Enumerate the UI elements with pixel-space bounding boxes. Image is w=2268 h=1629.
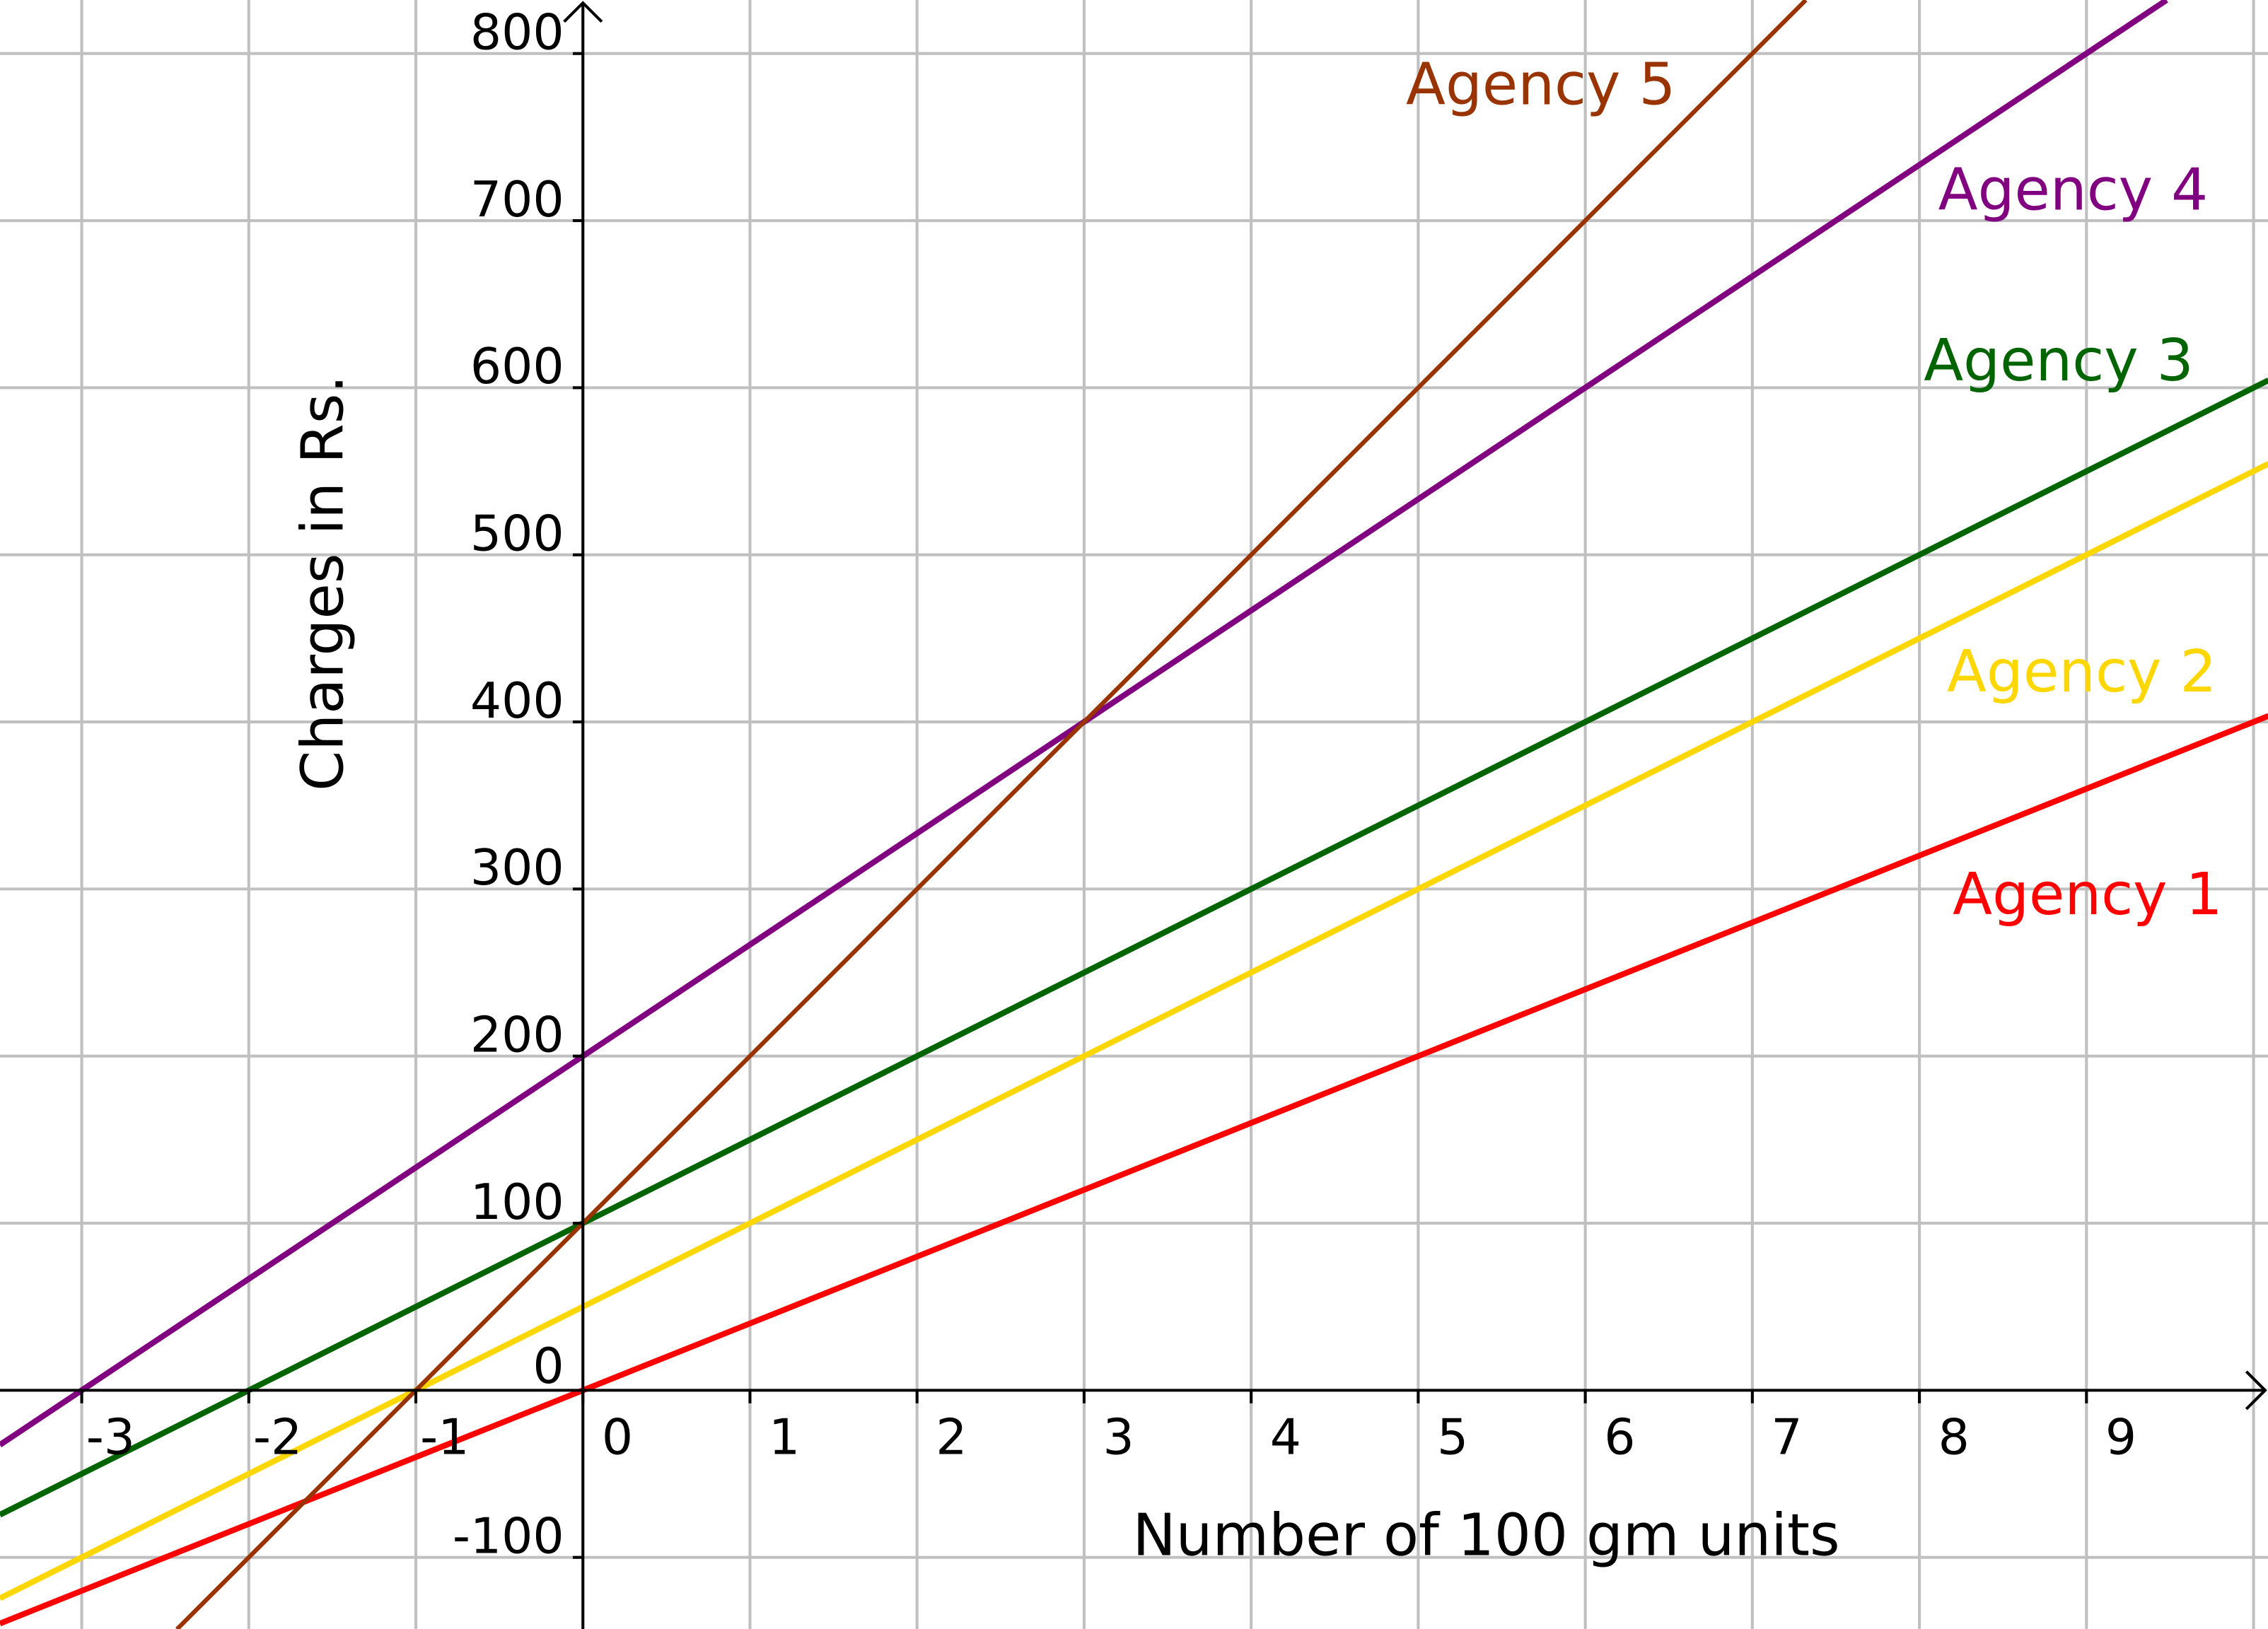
series-label-agency-3: Agency 3 xyxy=(1924,327,2193,395)
y-tick-label: -100 xyxy=(453,1508,564,1565)
x-tick-label: 6 xyxy=(1604,1408,1635,1466)
x-axis-label: Number of 100 gm units xyxy=(1132,1502,1839,1570)
series-label-agency-4: Agency 4 xyxy=(1938,157,2208,224)
series-label-agency-1: Agency 1 xyxy=(1953,861,2222,928)
x-tick-label: 8 xyxy=(1938,1408,1970,1466)
tick-labels: -3 -2 -1 0 1 2 3 4 5 6 7 8 9 -100 0 100 200 300 400 500 600 7… xyxy=(86,4,2136,1565)
x-tick-label: 3 xyxy=(1103,1408,1134,1466)
x-tick-label: 0 xyxy=(602,1408,633,1466)
series-label-agency-2: Agency 2 xyxy=(1947,638,2216,706)
series-line-agency-2 xyxy=(0,461,2268,1601)
y-tick-label: 600 xyxy=(470,338,564,395)
series-labels: Agency 1 Agency 2 Agency 3 Agency 4 Agency 5 xyxy=(1406,51,2223,928)
y-axis-arrow-icon xyxy=(563,1,603,23)
y-tick-label: 500 xyxy=(470,506,564,563)
series-label-agency-5: Agency 5 xyxy=(1406,51,1675,118)
x-axis-arrow-icon xyxy=(2245,1370,2267,1411)
y-tick-label: 400 xyxy=(470,672,564,730)
x-tick-label: 1 xyxy=(769,1408,800,1466)
series-line-agency-5 xyxy=(175,0,1808,1629)
x-tick-label: 4 xyxy=(1270,1408,1301,1466)
x-tick-label: -2 xyxy=(253,1408,302,1466)
x-tick-label: 5 xyxy=(1437,1408,1468,1466)
y-tick-label: 700 xyxy=(470,171,564,228)
y-axis-label: Charges in Rs. xyxy=(290,375,357,790)
x-tick-label: 2 xyxy=(936,1408,967,1466)
y-tick-label: 200 xyxy=(470,1007,564,1064)
series-line-agency-1 xyxy=(0,713,2268,1627)
y-tick-label: 300 xyxy=(470,839,564,897)
x-tick-label: -1 xyxy=(420,1408,469,1466)
x-tick-label: -3 xyxy=(86,1408,135,1466)
y-tick-label: 800 xyxy=(470,4,564,62)
y-tick-label: 0 xyxy=(533,1338,564,1395)
x-tick-label: 7 xyxy=(1771,1408,1802,1466)
x-tick-label: 9 xyxy=(2105,1408,2136,1466)
series-line-agency-3 xyxy=(0,378,2268,1518)
y-tick-label: 100 xyxy=(470,1174,564,1231)
